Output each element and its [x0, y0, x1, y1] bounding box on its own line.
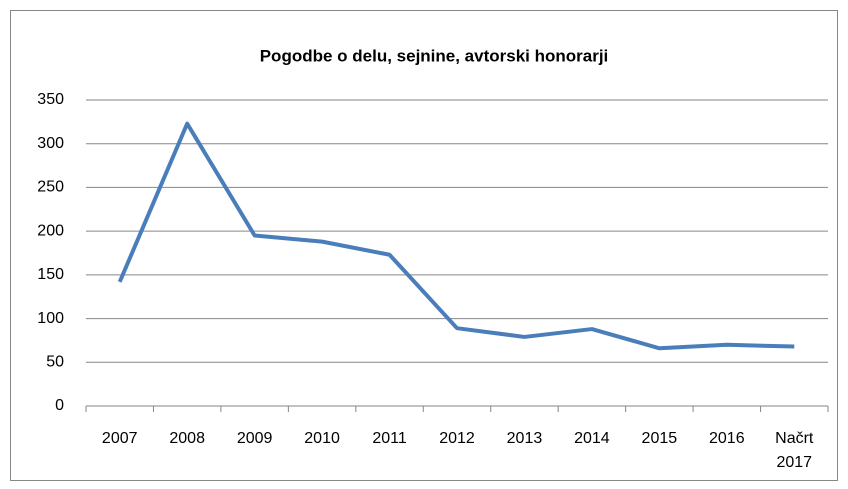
x-tick-label: 2015 [641, 430, 678, 447]
x-tick-label: 2008 [169, 430, 205, 447]
x-tick-label: 2007 [101, 430, 138, 447]
x-tick-label: Načrt 2017 [775, 430, 814, 471]
y-tick-label: 250 [37, 179, 64, 196]
y-tick-label: 100 [37, 310, 64, 327]
x-tick-label: 2016 [709, 430, 745, 447]
y-tick-label: 300 [37, 135, 64, 152]
x-tick-label: 2009 [236, 430, 273, 447]
y-tick-label: 0 [55, 397, 64, 414]
x-tick-label: 2013 [506, 430, 543, 447]
x-tick-label: 2010 [304, 430, 340, 447]
line-series [117, 121, 795, 351]
y-tick-label: 350 [37, 91, 64, 108]
y-tick-label: 200 [37, 222, 64, 239]
x-tick-label: 2014 [574, 430, 610, 447]
x-tick-label: 2011 [372, 430, 407, 447]
chart-frame [10, 10, 838, 481]
chart-title: Pogodbe o delu, sejnine, avtorski honora… [260, 46, 609, 65]
x-tick-label: 2012 [439, 430, 475, 447]
y-tick-label: 150 [37, 266, 64, 283]
y-tick-label: 50 [46, 354, 64, 371]
